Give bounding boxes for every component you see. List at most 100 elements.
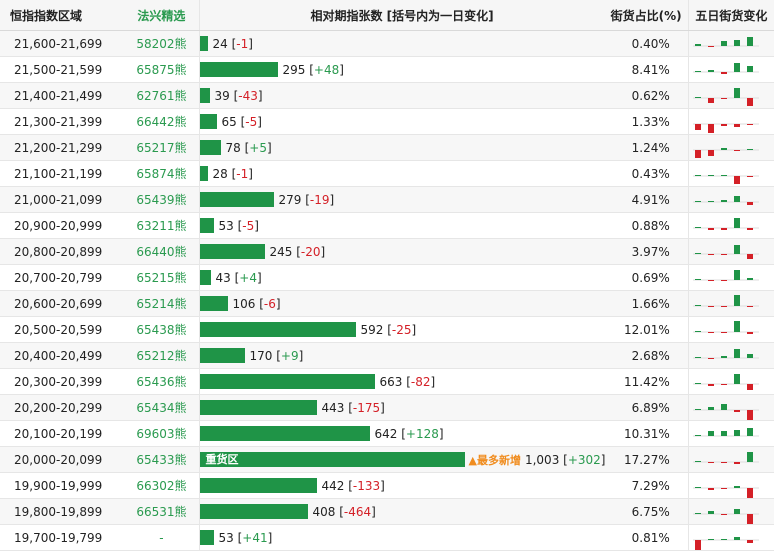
five-day-bar [707,332,714,333]
contract-bar: 重货区 [199,452,465,467]
five-day-bar [694,97,701,98]
bar-cell: 295 [+48] [198,56,605,83]
range-cell: 21,600-21,699 [0,30,125,57]
bar-cell: 43 [+4] [198,264,605,291]
warrant-code-link[interactable]: 63211熊 [124,212,199,239]
range-cell: 21,400-21,499 [0,82,125,109]
five-day-bar [720,148,727,150]
five-day-bar [733,150,740,151]
contract-value: 53 [218,530,234,545]
outstanding-pct: 1.33% [604,108,689,135]
table-row: 20,900-20,999 63211熊 53 [-5] 0.88% [0,212,774,239]
five-day-sparkbar [687,108,774,135]
five-day-chart [692,537,759,550]
warrant-code-link[interactable]: 62761熊 [124,82,199,109]
warrant-code-link[interactable]: 65875熊 [124,56,199,83]
five-day-bar [720,462,727,463]
five-day-bar [733,63,740,72]
range-cell: 21,300-21,399 [0,108,125,135]
five-day-bar [707,511,714,514]
five-day-bar [746,176,753,177]
range-cell: 20,200-20,299 [0,394,125,421]
range-cell: 20,800-20,899 [0,238,125,265]
five-day-chart [692,509,759,524]
contract-bar [199,88,210,103]
five-day-bar [746,124,753,125]
five-day-bar [733,349,740,358]
contract-value: 1,003 [524,452,560,467]
daily-change: +48 [313,62,340,77]
contract-bar [199,530,214,545]
five-day-chart [692,148,759,158]
warrant-code-link[interactable]: 65874熊 [124,160,199,187]
daily-change: -6 [263,296,276,311]
range-cell: 20,700-20,799 [0,264,125,291]
five-day-chart [692,270,759,281]
daily-change: +41 [242,530,268,545]
daily-change: +5 [249,140,267,155]
range-cell: 20,900-20,999 [0,212,125,239]
table-row: 19,900-19,999 66302熊 442 [-133] 7.29% [0,472,774,499]
warrant-code-link[interactable]: 65217熊 [124,134,199,161]
header-range: 恒指指数区域 [0,0,125,31]
five-day-bar [720,228,727,230]
daily-change: -5 [242,218,255,233]
warrant-code-link[interactable]: 65438熊 [124,316,199,343]
five-day-bar [746,540,753,543]
warrant-code-link[interactable]: 65439熊 [124,186,199,213]
five-day-bar [733,124,740,127]
contract-bar [199,504,308,519]
range-cell: 20,100-20,199 [0,420,125,447]
five-day-bar [707,462,714,463]
five-day-bar [733,40,740,46]
header-five-day: 五日街货变化 [687,0,774,31]
warrant-code-link[interactable]: 65215熊 [124,264,199,291]
table-row: 21,400-21,499 62761熊 39 [-43] 0.62% [0,82,774,109]
warrant-code-link[interactable]: 66440熊 [124,238,199,265]
warrant-code-link[interactable]: 65433熊 [124,446,199,473]
warrant-code-link[interactable]: 58202熊 [124,30,199,57]
table-row: 20,600-20,699 65214熊 106 [-6] 1.66% [0,290,774,317]
five-day-bar [746,354,753,358]
five-day-bar [746,306,753,307]
daily-change: -20 [300,244,321,259]
warrant-code-link[interactable]: 66442熊 [124,108,199,135]
warrant-code-link[interactable]: 65436熊 [124,368,199,395]
five-day-bar [720,98,727,99]
five-day-bar [707,254,714,255]
five-day-sparkbar [687,212,774,239]
warrant-code-link[interactable]: 65434熊 [124,394,199,421]
five-day-bar [694,461,701,462]
five-day-chart [692,196,759,205]
contract-bar [199,426,370,441]
contract-value-label: 295 [+48] [282,62,344,77]
contract-bar [199,322,356,337]
warrant-code-link[interactable]: 66531熊 [124,498,199,525]
five-day-bar [707,407,714,410]
contract-value: 170 [249,348,273,363]
five-day-sparkbar [687,524,774,551]
contract-value-label: 53 [-5] [218,218,259,233]
five-day-bar [746,98,753,106]
five-day-bar [694,44,701,46]
daily-change: -43 [238,88,258,103]
daily-change: -5 [245,114,258,129]
outstanding-pct: 17.27% [604,446,689,473]
outstanding-pct: 4.91% [604,186,689,213]
contract-value-label: 24 [-1] [212,36,253,51]
warrant-code-link[interactable]: 65214熊 [124,290,199,317]
table-row: 21,200-21,299 65217熊 78 [+5] 1.24% [0,134,774,161]
warrant-code-link[interactable]: 65212熊 [124,342,199,369]
five-day-bar [707,358,714,359]
five-day-bar [720,200,727,202]
contract-value: 65 [221,114,237,129]
table-row: 21,100-21,199 65874熊 28 [-1] 0.43% [0,160,774,187]
outstanding-pct: 0.62% [604,82,689,109]
five-day-sparkbar [687,368,774,395]
warrant-code-link[interactable]: 66302熊 [124,472,199,499]
outstanding-pct: 12.01% [604,316,689,343]
five-day-bar [733,486,740,488]
warrant-code-link[interactable]: 69603熊 [124,420,199,447]
daily-change: +302 [567,452,601,467]
range-cell: 21,500-21,599 [0,56,125,83]
